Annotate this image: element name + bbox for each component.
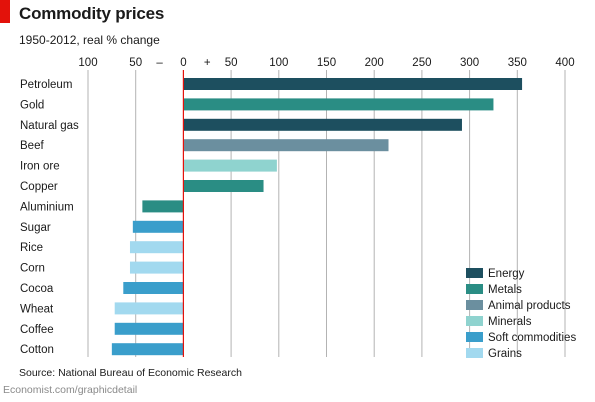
x-tick-label: –	[156, 57, 163, 69]
chart-subtitle: 1950-2012, real % change	[19, 33, 160, 47]
bar	[183, 159, 277, 172]
chart-title: Commodity prices	[19, 4, 165, 23]
x-tick-label: 100	[269, 57, 288, 69]
source-note: Source: National Bureau of Economic Rese…	[19, 367, 242, 379]
category-label: Corn	[20, 263, 45, 275]
accent-tab	[0, 0, 10, 23]
category-label: Natural gas	[20, 120, 79, 132]
x-tick-label: 200	[365, 57, 384, 69]
x-tick-label: 50	[129, 57, 142, 69]
bar	[183, 118, 462, 131]
category-label: Wheat	[20, 303, 54, 315]
bar	[129, 241, 184, 254]
category-label: Copper	[20, 181, 58, 193]
legend-label: Minerals	[488, 316, 532, 328]
x-tick-label: +	[204, 57, 211, 69]
bar	[114, 302, 184, 315]
bar	[114, 322, 184, 335]
x-tick-label: 250	[412, 57, 431, 69]
x-tick-label: 150	[317, 57, 336, 69]
x-tick-label: 50	[225, 57, 238, 69]
legend-label: Grains	[488, 348, 522, 360]
bar	[142, 200, 184, 213]
x-tick-label: 400	[555, 57, 574, 69]
bar	[183, 98, 494, 111]
category-label: Gold	[20, 99, 44, 111]
site-credit: Economist.com/graphicdetail	[3, 384, 138, 396]
legend-label: Metals	[488, 284, 522, 296]
category-label: Cocoa	[20, 283, 54, 295]
category-label: Iron ore	[20, 161, 60, 173]
x-tick-label: 100	[78, 57, 97, 69]
category-label: Coffee	[20, 324, 54, 336]
category-label: Aluminium	[20, 201, 74, 213]
category-label: Rice	[20, 242, 43, 254]
legend-swatch	[466, 332, 483, 342]
category-label: Petroleum	[20, 79, 72, 91]
legend-swatch	[466, 316, 483, 326]
bar	[132, 220, 184, 233]
bar	[183, 78, 523, 90]
x-tick-label: 350	[508, 57, 527, 69]
bar	[183, 139, 389, 152]
bar	[183, 180, 264, 192]
legend-label: Soft commodities	[488, 332, 576, 344]
legend-swatch	[466, 284, 483, 294]
legend-swatch	[466, 348, 483, 358]
category-label: Beef	[20, 140, 44, 152]
legend-swatch	[466, 300, 483, 310]
x-tick-label: 0	[180, 57, 186, 69]
legend-swatch	[466, 268, 483, 278]
legend-label: Animal products	[488, 300, 571, 312]
category-label: Cotton	[20, 344, 54, 356]
legend-label: Energy	[488, 268, 525, 280]
category-label: Sugar	[20, 222, 51, 234]
x-tick-label: 300	[460, 57, 479, 69]
bar	[129, 261, 184, 274]
bar	[123, 282, 184, 294]
bar	[111, 343, 184, 356]
